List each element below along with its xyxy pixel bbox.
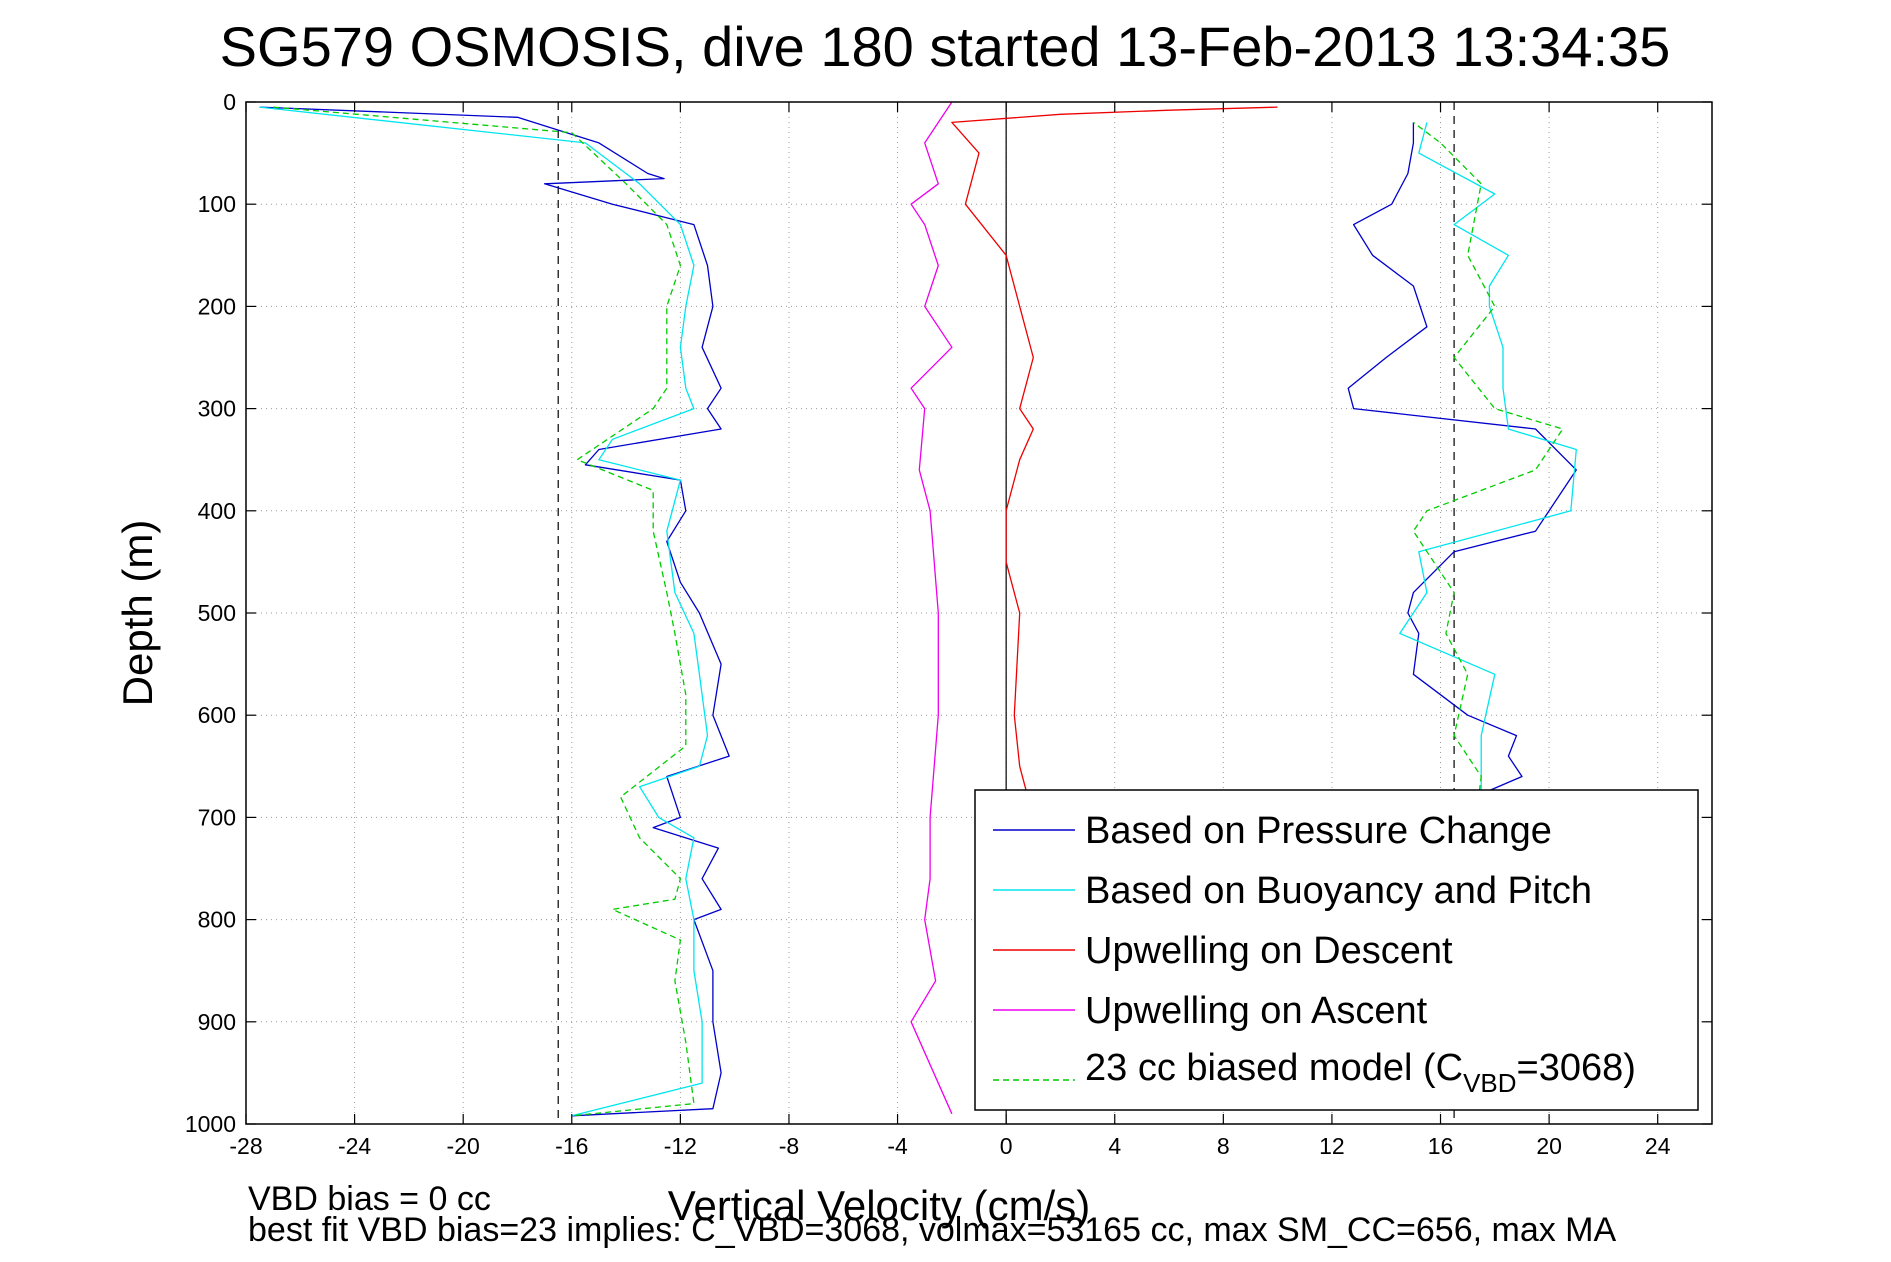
y-tick-label-2: 200 <box>198 293 236 319</box>
y-tick-label-0: 0 <box>223 89 236 115</box>
y-tick-label-1: 100 <box>198 191 236 217</box>
x-tick-label-0: -28 <box>229 1133 262 1159</box>
x-tick-label-10: 12 <box>1319 1133 1345 1159</box>
legend-model-subscript: VBD <box>1463 1068 1516 1098</box>
x-tick-label-7: 0 <box>1000 1133 1013 1159</box>
x-tick-label-12: 20 <box>1536 1133 1562 1159</box>
series-buoyancy-line-0 <box>259 106 709 1117</box>
y-tick-label-3: 300 <box>198 396 236 422</box>
legend-label-upwelling_descent: Upwelling on Descent <box>1085 930 1453 972</box>
chart-title: SG579 OSMOSIS, dive 180 started 13-Feb-2… <box>220 15 1671 78</box>
x-tick-label-4: -12 <box>664 1133 697 1159</box>
legend-model-suffix: =3068) <box>1517 1047 1636 1089</box>
y-tick-label-7: 700 <box>198 804 236 830</box>
legend-box <box>974 789 1699 1111</box>
x-tick-label-3: -16 <box>555 1133 588 1159</box>
footer-best-fit: best fit VBD bias=23 implies: C_VBD=3068… <box>248 1211 1617 1249</box>
axis-ticks: -28 -24 -20 -16 -12 -8 -4 0 4 8 12 16 20 24 0 100 200 300… <box>185 89 1712 1159</box>
series-biased_model-line-1 <box>1412 121 1564 1109</box>
y-axis-label: Depth (m) <box>114 520 161 707</box>
legend-label-upwelling_ascent: Upwelling on Ascent <box>1085 990 1428 1032</box>
y-tick-label-9: 900 <box>198 1009 236 1035</box>
y-tick-label-8: 800 <box>198 907 236 933</box>
legend-label-biased-model: 23 cc biased model (CVBD=3068) <box>1085 1047 1636 1098</box>
x-tick-label-11: 16 <box>1428 1133 1454 1159</box>
x-tick-label-13: 24 <box>1645 1133 1671 1159</box>
series-pressure-line-0 <box>259 106 730 1117</box>
x-axis-label: Vertical Velocity (cm/s) <box>668 1182 1090 1229</box>
legend-model-prefix: 23 cc biased model (C <box>1085 1047 1463 1089</box>
legend-label-pressure: Based on Pressure Change <box>1085 810 1552 852</box>
y-tick-label-6: 600 <box>198 702 236 728</box>
y-tick-label-4: 400 <box>198 498 236 524</box>
x-tick-label-9: 8 <box>1217 1133 1230 1159</box>
x-tick-label-1: -24 <box>338 1133 371 1159</box>
x-tick-label-5: -8 <box>779 1133 799 1159</box>
y-tick-label-5: 500 <box>198 600 236 626</box>
series-upwelling_descent-line-0 <box>951 106 1278 818</box>
y-tick-label-10: 1000 <box>185 1111 236 1137</box>
footer-vbd-bias: VBD bias = 0 cc <box>248 1180 491 1218</box>
legend-items: Based on Pressure Change Based on Buoyanc… <box>993 810 1592 1032</box>
x-tick-label-8: 4 <box>1108 1133 1121 1159</box>
legend: Based on Pressure Change Based on Buoyanc… <box>974 789 1699 1111</box>
x-tick-label-6: -4 <box>887 1133 908 1159</box>
legend-label-buoyancy: Based on Buoyancy and Pitch <box>1085 870 1592 912</box>
series-upwelling_ascent-line-0 <box>910 101 953 1115</box>
x-tick-label-2: -20 <box>447 1133 480 1159</box>
series-biased_model-line-0 <box>273 106 695 1117</box>
